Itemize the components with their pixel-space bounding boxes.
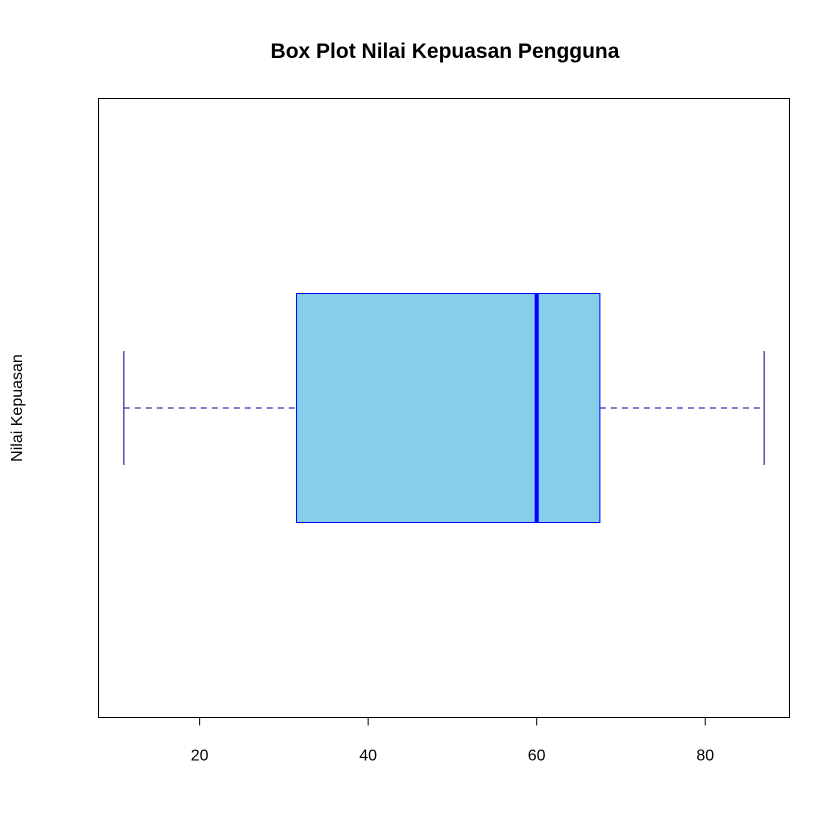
chart-title: Box Plot Nilai Kepuasan Pengguna (271, 40, 620, 63)
y-axis-label: Nilai Kepuasan (9, 354, 26, 462)
x-tick-label: 60 (528, 748, 546, 765)
x-tick-label: 80 (696, 748, 714, 765)
plot-area (123, 293, 765, 523)
x-tick-label: 40 (359, 748, 377, 765)
iqr-box (296, 293, 601, 523)
plot-frame (98, 98, 790, 718)
x-tick-label: 20 (191, 748, 209, 765)
x-axis: 20 40 60 80 (191, 717, 714, 765)
